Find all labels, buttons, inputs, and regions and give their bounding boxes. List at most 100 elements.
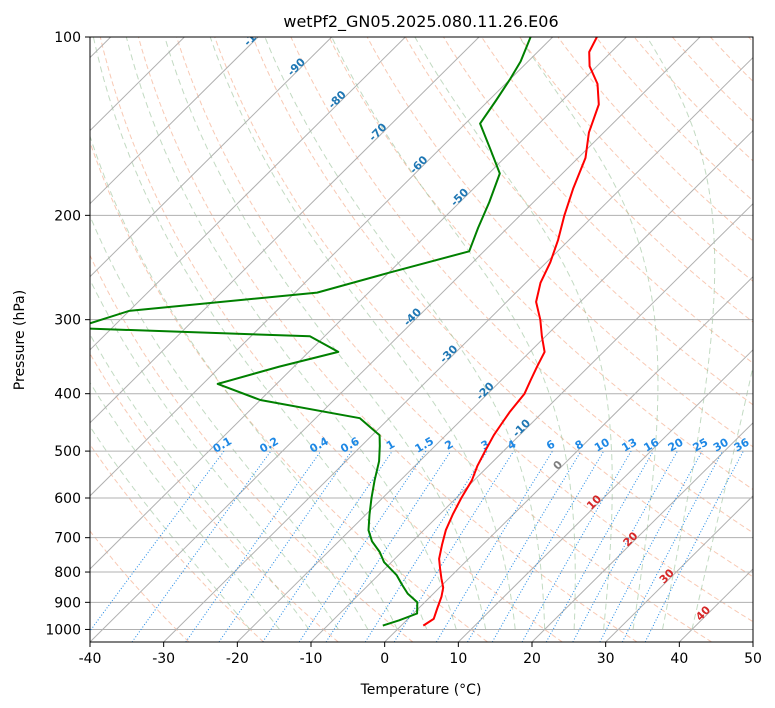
dry-adiabat — [90, 254, 414, 642]
isotherm-label: -30 — [437, 342, 460, 365]
x-tick-label: 40 — [670, 651, 688, 667]
moist-adiabat — [331, 37, 576, 630]
mixing-ratio-label: 2 — [443, 438, 456, 453]
isotherm-label: -80 — [326, 88, 349, 111]
y-tick-label: 300 — [54, 313, 81, 329]
isotherm-line — [752, 641, 753, 642]
isotherm-line — [310, 202, 753, 642]
isotherm-label: -60 — [407, 153, 430, 176]
isotherm-line — [90, 37, 701, 642]
moist-adiabat — [92, 37, 428, 630]
mixing-ratio-label: 30 — [711, 435, 731, 454]
y-tick-label: 500 — [54, 444, 81, 460]
moist-adiabat — [90, 278, 339, 630]
isotherm-line — [90, 37, 627, 570]
mixing-ratio-label: 0.1 — [211, 435, 234, 456]
y-tick-label: 700 — [54, 531, 81, 547]
isotherm-line — [678, 568, 753, 642]
isotherm-label: -10 — [510, 416, 533, 439]
mixing-ratio-line — [545, 450, 654, 642]
isotherm-line — [457, 349, 753, 642]
mixing-ratio-label: 36 — [732, 435, 752, 454]
mixing-ratio-line — [467, 450, 582, 642]
mixing-ratio-line — [393, 450, 515, 642]
x-tick-label: -20 — [226, 651, 249, 667]
moist-adiabat — [209, 37, 516, 630]
isotherm-line — [90, 37, 406, 351]
x-tick-label: 50 — [744, 651, 762, 667]
isotherm-line — [531, 422, 753, 642]
y-tick-label: 900 — [54, 595, 81, 611]
temperature-profile-line — [422, 37, 600, 627]
isotherm-label: -20 — [474, 379, 497, 402]
y-tick-label: 200 — [54, 208, 81, 224]
moist-adiabat — [264, 37, 546, 630]
moist-adiabat — [691, 364, 753, 630]
mixing-ratio-line — [572, 450, 678, 642]
y-axis-label: Pressure (hPa) — [12, 290, 28, 390]
dry-adiabat — [404, 37, 753, 406]
mixing-ratio-line — [644, 450, 744, 642]
mixing-ratio-line — [621, 450, 724, 642]
mixing-ratio-line — [364, 450, 488, 642]
y-tick-label: 800 — [54, 565, 81, 581]
moist-adiabat — [90, 381, 280, 630]
isotherm-label: 40 — [693, 603, 713, 623]
x-tick-label: 0 — [380, 651, 389, 667]
mixing-ratio-label: 0.6 — [338, 434, 362, 455]
dry-adiabat — [90, 352, 339, 642]
isotherm-line — [90, 37, 554, 497]
y-tick-label: 100 — [54, 30, 81, 46]
chart-title: wetPf2_GN05.2025.080.11.26.E06 — [283, 12, 558, 32]
dry-adiabat — [90, 443, 264, 642]
isotherm-label: -90 — [285, 55, 308, 78]
mixing-ratio-line — [90, 450, 225, 632]
mixing-ratio-label: 1.5 — [413, 435, 436, 456]
mixing-ratio-line — [491, 450, 605, 642]
mixing-ratio-line — [599, 450, 703, 642]
isotherm-label: 10 — [584, 492, 604, 512]
isotherm-line — [90, 37, 480, 424]
isotherm-label: -40 — [401, 305, 424, 328]
mixing-ratio-label: 13 — [619, 436, 639, 455]
mixing-ratio-line — [325, 450, 452, 642]
dry-adiabat — [595, 37, 753, 202]
isotherm-label: -70 — [366, 120, 389, 143]
x-tick-label: -30 — [152, 651, 175, 667]
isotherm-label: -100 — [241, 20, 270, 49]
mixing-ratio-line — [435, 450, 553, 642]
isotherm-label: 20 — [621, 529, 641, 549]
y-tick-label: 400 — [54, 387, 81, 403]
isotherm-line — [384, 276, 753, 642]
mixing-ratio-label: 25 — [690, 436, 710, 455]
y-tick-label: 600 — [54, 491, 81, 507]
x-tick-label: -40 — [79, 651, 102, 667]
mixing-ratio-line — [131, 450, 272, 642]
moist-adiabat — [518, 37, 659, 630]
mixing-ratio-line — [218, 450, 353, 642]
mixing-ratio-label: 6 — [544, 437, 557, 452]
mixing-ratio-label: 16 — [642, 435, 662, 454]
isotherm-line — [90, 37, 259, 205]
mixing-ratio-line — [185, 450, 322, 642]
x-tick-label: -10 — [300, 651, 323, 667]
moist-adiabat — [90, 333, 310, 630]
isotherm-line — [236, 129, 753, 642]
mixing-ratio-label: 20 — [666, 435, 686, 454]
isotherm-line — [90, 37, 333, 278]
moist-adiabat — [164, 37, 487, 630]
moist-adiabat — [90, 425, 251, 630]
dry-adiabat — [214, 37, 753, 623]
moist-adiabat — [414, 37, 613, 630]
isotherm-label: -50 — [448, 186, 471, 209]
dry-adiabat — [90, 140, 488, 642]
dry-adiabat — [481, 37, 753, 323]
isotherm-line — [605, 495, 753, 642]
y-tick-label: 1000 — [45, 622, 81, 638]
x-axis-label: Temperature (°C) — [360, 682, 482, 698]
dry-adiabat — [328, 37, 753, 491]
moist-adiabat — [90, 134, 398, 630]
mixing-ratio-line — [298, 450, 427, 642]
dry-adiabat — [747, 37, 753, 43]
dry-adiabat — [290, 37, 753, 534]
